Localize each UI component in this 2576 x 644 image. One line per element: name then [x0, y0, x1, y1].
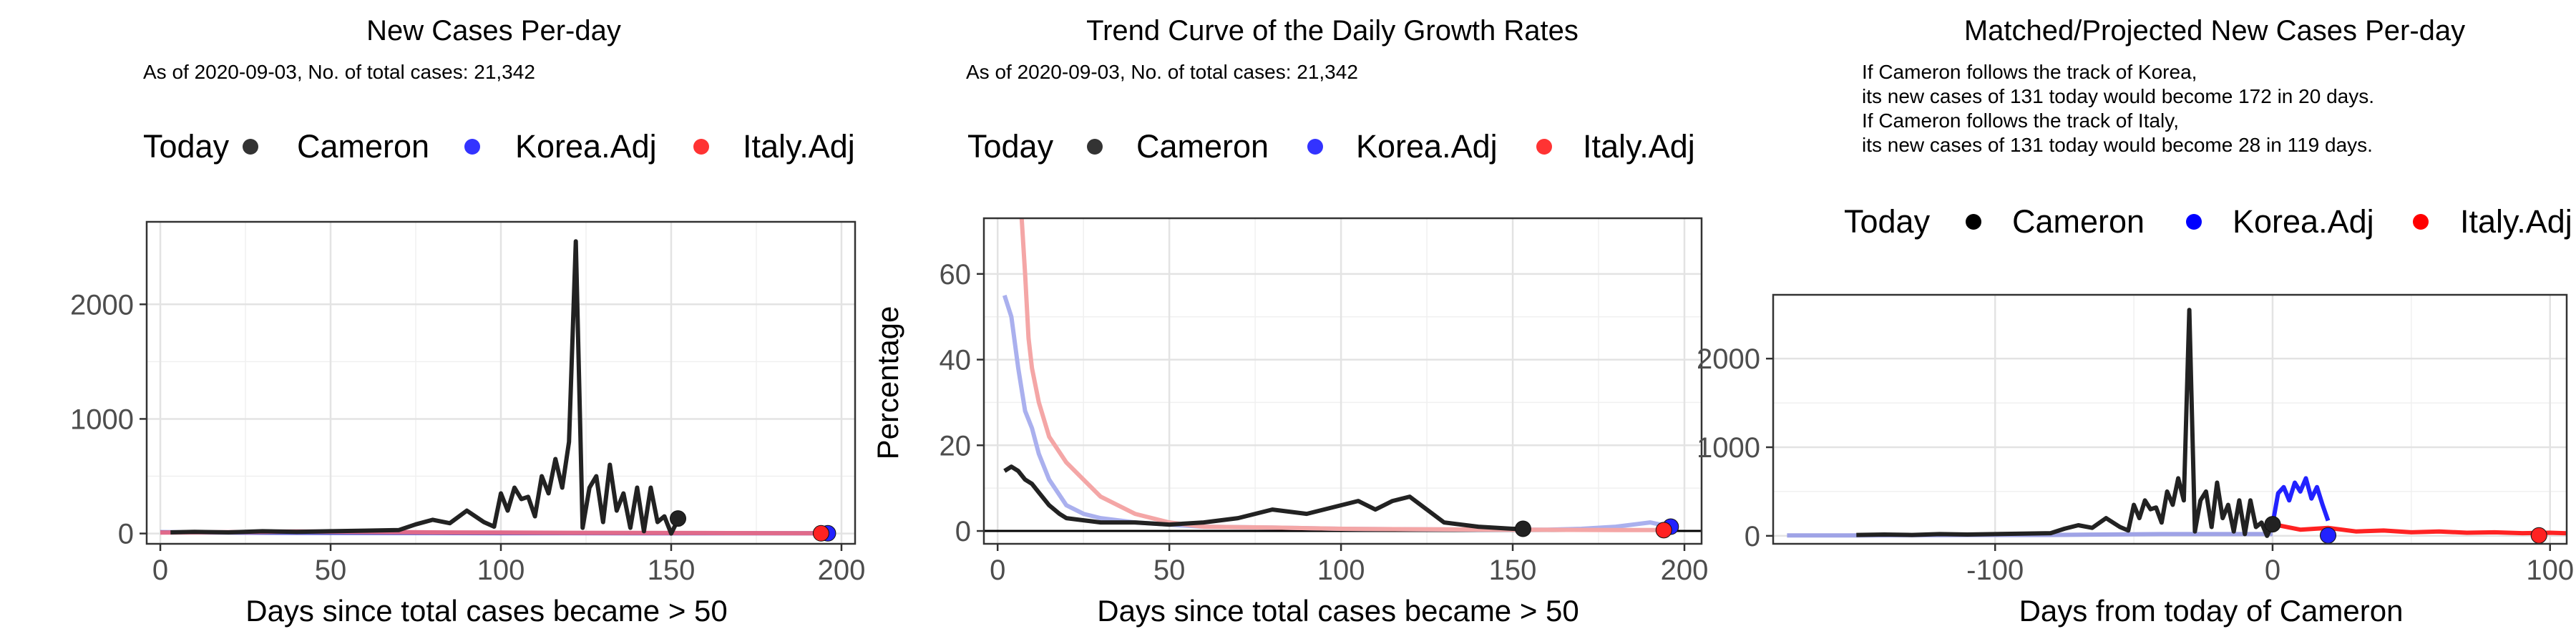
chart-subtitle: As of 2020-09-03, No. of total cases: 21…	[966, 61, 1358, 83]
legend-label: Cameron	[1136, 128, 1269, 165]
y-tick-label: 0	[955, 516, 971, 547]
point-italy-adj	[1655, 522, 1672, 539]
series-line-italy-adj	[1019, 218, 1664, 532]
plot-area	[984, 218, 1702, 544]
panel-border	[982, 217, 1703, 545]
legend-key	[243, 139, 258, 155]
legend-key	[693, 139, 709, 155]
y-tick-label: 40	[940, 345, 972, 376]
legend-label: Italy.Adj	[1583, 128, 1695, 165]
x-axis-label: Days since total cases became > 50	[245, 594, 728, 628]
legend-label: Korea.Adj	[515, 128, 657, 165]
y-tick-label: 60	[940, 259, 972, 291]
x-tick-label: 0	[2265, 555, 2280, 586]
point-italy-adj	[812, 525, 829, 542]
x-tick-label: 150	[1489, 555, 1537, 586]
x-tick-label: 100	[477, 555, 525, 586]
y-tick-label: 0	[118, 519, 134, 550]
legend-key	[1536, 139, 1552, 155]
legend-key	[464, 139, 480, 155]
annotation-line: If Cameron follows the track of Italy,	[1862, 109, 2179, 132]
legend-label: Cameron	[297, 128, 429, 165]
y-tick-label: 20	[940, 430, 972, 462]
series-line-cameron	[170, 239, 686, 536]
y-tick-label: 1000	[1697, 432, 1760, 464]
point-cameron	[670, 510, 686, 527]
series-line-cameron	[1856, 308, 2275, 538]
legend-key	[2186, 214, 2202, 230]
chart-title: New Cases Per-day	[366, 15, 621, 47]
chart-subtitle: As of 2020-09-03, No. of total cases: 21…	[143, 61, 535, 83]
legend-label: Cameron	[2012, 203, 2145, 240]
legend-key	[1966, 214, 1981, 230]
annotation-line: its new cases of 131 today would become …	[1862, 134, 2373, 156]
legend-title: Today	[143, 128, 230, 165]
x-tick-label: 0	[152, 555, 168, 586]
x-tick-label: -100	[1966, 555, 2024, 586]
y-tick-label: 2000	[70, 289, 134, 321]
legend-key	[2413, 214, 2429, 230]
y-tick-label: 1000	[70, 404, 134, 435]
series-line-korea-adj	[2270, 476, 2331, 525]
y-axis-label: Percentage	[871, 306, 904, 460]
legend-label: Italy.Adj	[2460, 203, 2572, 240]
panel-border	[1772, 293, 2568, 545]
point-korea-adj	[2320, 527, 2337, 544]
legend-label: Korea.Adj	[2233, 203, 2374, 240]
legend-key	[1087, 139, 1103, 155]
x-tick-label: 50	[315, 555, 347, 586]
x-tick-label: 150	[648, 555, 696, 586]
legend-label: Italy.Adj	[743, 128, 855, 165]
point-cameron	[1514, 520, 1531, 537]
legend-label: Korea.Adj	[1356, 128, 1498, 165]
x-tick-label: 100	[2526, 555, 2574, 586]
chart-title: Matched/Projected New Cases Per-day	[1964, 15, 2465, 47]
annotation-line: If Cameron follows the track of Korea,	[1862, 61, 2197, 83]
plot-area	[1773, 295, 2567, 544]
annotation-line: its new cases of 131 today would become …	[1862, 85, 2374, 107]
y-tick-label: 0	[1745, 521, 1760, 552]
x-tick-label: 100	[1317, 555, 1365, 586]
point-italy-adj	[2530, 527, 2547, 544]
x-tick-label: 50	[1153, 555, 1186, 586]
point-cameron	[2264, 516, 2281, 533]
x-axis-label: Days since total cases became > 50	[1097, 594, 1579, 628]
x-tick-label: 0	[990, 555, 1005, 586]
legend-title: Today	[1844, 203, 1931, 240]
chart-title: Trend Curve of the Daily Growth Rates	[1086, 15, 1579, 47]
series-line-cameron	[1003, 464, 1523, 531]
x-tick-label: 200	[818, 555, 866, 586]
legend-title: Today	[967, 128, 1054, 165]
x-tick-label: 200	[1661, 555, 1709, 586]
y-tick-label: 2000	[1697, 343, 1760, 375]
x-axis-label: Days from today of Cameron	[2019, 594, 2404, 628]
legend-key	[1307, 139, 1323, 155]
